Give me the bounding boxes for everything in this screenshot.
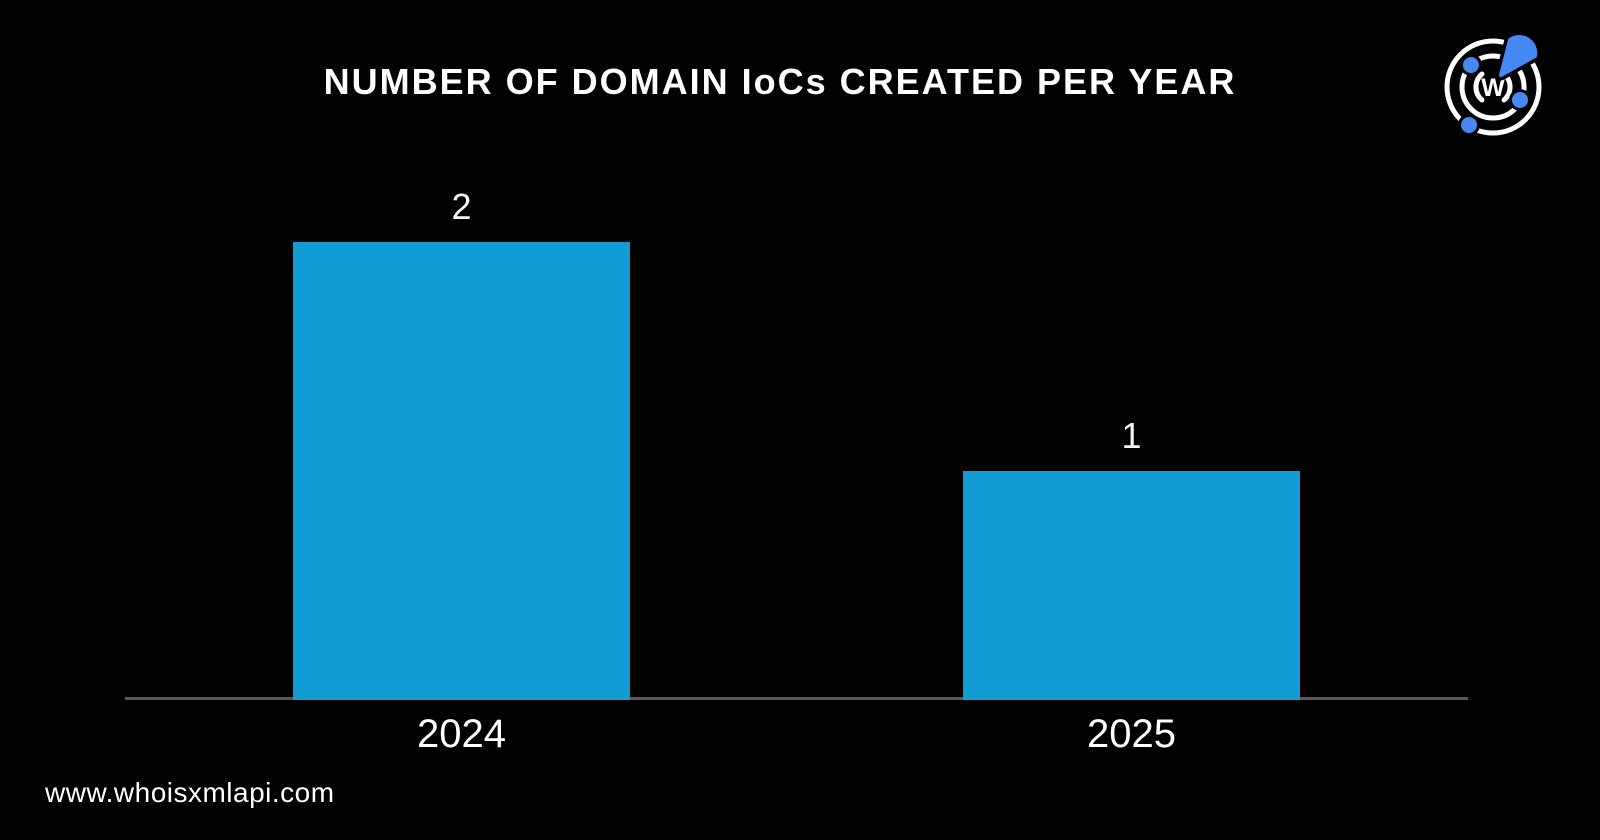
whoisxmlapi-logo-icon: W	[1444, 31, 1542, 136]
bar-group-2025: 1	[963, 418, 1300, 700]
logo-dot-icon	[1512, 92, 1528, 108]
bar-value-label-2024: 2	[451, 186, 472, 227]
x-axis-line	[125, 697, 1468, 700]
whoisxmlapi-logo: W	[1440, 28, 1552, 140]
chart-title: NUMBER OF DOMAIN IoCs CREATED PER YEAR	[323, 61, 1237, 102]
logo-dot-icon	[1463, 57, 1479, 73]
logo-cone-icon	[1499, 35, 1538, 77]
logo-dot-icon	[1461, 117, 1477, 133]
bar-2024	[293, 242, 630, 700]
bar-group-2024: 2	[293, 189, 630, 700]
bar-value-label-2025: 1	[1121, 415, 1142, 456]
x-axis-label-2024: 2024	[417, 712, 506, 756]
x-axis-label-2025: 2025	[1087, 712, 1176, 756]
plot-area: 2 1 2024 2025	[125, 0, 1468, 754]
website-url: www.whoisxmlapi.com	[45, 777, 335, 808]
bar-2025	[963, 471, 1300, 700]
